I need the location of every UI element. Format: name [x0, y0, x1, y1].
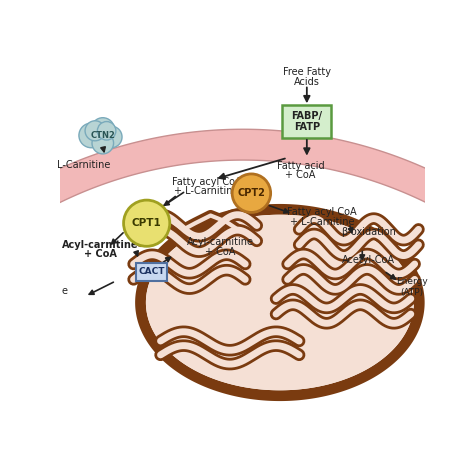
- FancyBboxPatch shape: [282, 105, 331, 138]
- Circle shape: [92, 132, 114, 154]
- Polygon shape: [146, 215, 414, 390]
- Circle shape: [91, 118, 114, 141]
- Circle shape: [79, 123, 103, 148]
- Text: L-Carnitine: L-Carnitine: [56, 160, 110, 170]
- Text: Acyl-carnitine: Acyl-carnitine: [62, 240, 139, 250]
- Text: Acids: Acids: [294, 76, 320, 87]
- Text: + CoA: + CoA: [285, 171, 316, 181]
- Text: Fatty acyl CoA: Fatty acyl CoA: [287, 208, 357, 218]
- Text: FATP: FATP: [294, 122, 320, 132]
- Circle shape: [232, 174, 271, 212]
- Text: + L-Carnitine: + L-Carnitine: [174, 186, 239, 196]
- Text: + CoA: + CoA: [84, 249, 117, 259]
- Polygon shape: [135, 204, 425, 401]
- Circle shape: [97, 121, 116, 140]
- Text: CPT2: CPT2: [237, 188, 265, 198]
- Text: Acyl-carnitine: Acyl-carnitine: [187, 237, 254, 247]
- Text: Energy
(ATP): Energy (ATP): [396, 277, 428, 297]
- Text: + CoA: + CoA: [205, 246, 236, 257]
- Text: e: e: [62, 286, 68, 296]
- Text: Acetyl-CoA: Acetyl-CoA: [342, 255, 395, 265]
- Polygon shape: [33, 129, 453, 209]
- Circle shape: [100, 126, 122, 148]
- Text: CACT: CACT: [138, 267, 164, 276]
- Text: Free Fatty: Free Fatty: [283, 67, 331, 77]
- Text: CTN2: CTN2: [91, 131, 115, 140]
- FancyBboxPatch shape: [136, 263, 167, 281]
- Circle shape: [85, 121, 105, 141]
- Text: Fatty acid: Fatty acid: [277, 161, 325, 171]
- Text: FABP/: FABP/: [292, 111, 322, 121]
- Text: + L-Carnitine: + L-Carnitine: [290, 217, 355, 227]
- Text: β-oxidation: β-oxidation: [341, 228, 396, 237]
- Text: CPT1: CPT1: [132, 218, 162, 228]
- Circle shape: [124, 200, 170, 246]
- Text: Fatty acyl CoA: Fatty acyl CoA: [172, 177, 242, 187]
